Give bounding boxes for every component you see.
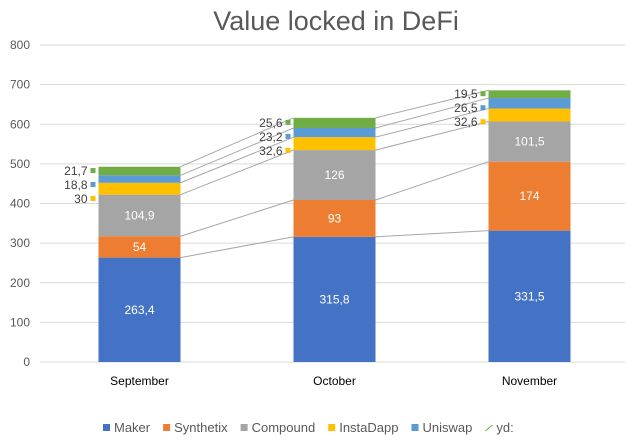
bar-synthetix [488, 161, 571, 231]
bar-compound [293, 150, 376, 201]
data-label-marker [90, 196, 96, 202]
bar-compound [488, 121, 571, 162]
bar-instadapp [293, 137, 376, 151]
legend-swatch [328, 424, 336, 431]
data-label-marker [285, 133, 291, 139]
data-label-marker [90, 168, 96, 174]
data-label-marker [480, 105, 486, 111]
data-label: 26,5 [454, 101, 478, 115]
legend-line-icon [485, 424, 493, 432]
bar-uniswap [488, 98, 571, 109]
legend-swatch [411, 424, 419, 431]
y-tick-label: 600 [10, 117, 30, 131]
data-label-marker [480, 91, 486, 97]
data-label: 32,6 [454, 115, 478, 129]
bar-yd: [488, 90, 571, 99]
data-label: 93 [328, 211, 342, 225]
legend-label: InstaDapp [339, 420, 398, 435]
data-label: 23,2 [259, 130, 283, 144]
data-label-marker [480, 119, 486, 125]
bar-synthetix [293, 200, 376, 237]
bar-maker [293, 236, 376, 362]
bar-maker [488, 230, 571, 362]
legend-label: Maker [114, 420, 151, 435]
y-tick-label: 200 [10, 276, 30, 290]
bar-yd: [293, 117, 376, 128]
data-label: 30 [74, 192, 88, 206]
series-line [180, 149, 294, 196]
y-tick-label: 500 [10, 157, 30, 171]
data-label: 331,5 [514, 289, 544, 303]
data-label-marker [285, 119, 291, 125]
bar-uniswap [293, 127, 376, 138]
data-label-marker [285, 147, 291, 153]
data-label: 21,7 [64, 164, 88, 178]
data-label-marker [90, 182, 96, 188]
x-tick-label: September [110, 374, 169, 388]
x-tick-label: October [313, 374, 356, 388]
data-label: 126 [324, 168, 344, 182]
series-line [375, 230, 489, 238]
legend-swatch [240, 424, 248, 431]
y-tick-label: 100 [10, 315, 30, 329]
series-line [375, 120, 489, 151]
data-label: 315,8 [319, 292, 349, 306]
x-tick-label: November [502, 374, 557, 388]
data-label: 18,8 [64, 178, 88, 192]
y-tick-label: 300 [10, 236, 30, 250]
bar-maker [98, 257, 181, 362]
series-line [180, 136, 294, 184]
legend-label: Synthetix [174, 420, 228, 435]
series-line [375, 89, 489, 119]
bar-yd: [98, 166, 181, 176]
data-label: 54 [133, 240, 147, 254]
series-line [180, 236, 294, 259]
y-tick-label: 700 [10, 78, 30, 92]
legend-swatch [163, 424, 171, 431]
legend-swatch [103, 424, 110, 431]
bar-uniswap [98, 175, 181, 183]
y-tick-label: 0 [23, 355, 30, 369]
series-line [375, 97, 489, 129]
data-label: 101,5 [514, 135, 544, 149]
data-label: 104,9 [124, 208, 154, 222]
series-line [375, 108, 489, 138]
data-label: 32,6 [259, 144, 283, 158]
y-tick-label: 400 [10, 197, 30, 211]
bar-synthetix [98, 236, 181, 258]
legend-label: Compound [252, 420, 316, 435]
legend-label: Uniswap [422, 420, 472, 435]
legend-label: yd: [496, 420, 513, 435]
data-label: 174 [519, 189, 539, 203]
data-label: 19,5 [454, 87, 478, 101]
bar-instadapp [98, 182, 181, 195]
series-line [180, 117, 294, 168]
series-line [180, 199, 294, 237]
chart-title: Value locked in DeFi [213, 6, 459, 36]
series-line [180, 127, 294, 176]
series-line [375, 161, 489, 201]
y-tick-label: 800 [10, 38, 30, 52]
bar-instadapp [488, 108, 571, 122]
data-label: 25,6 [259, 116, 283, 130]
data-label: 263,4 [124, 303, 154, 317]
bar-compound [98, 194, 181, 237]
